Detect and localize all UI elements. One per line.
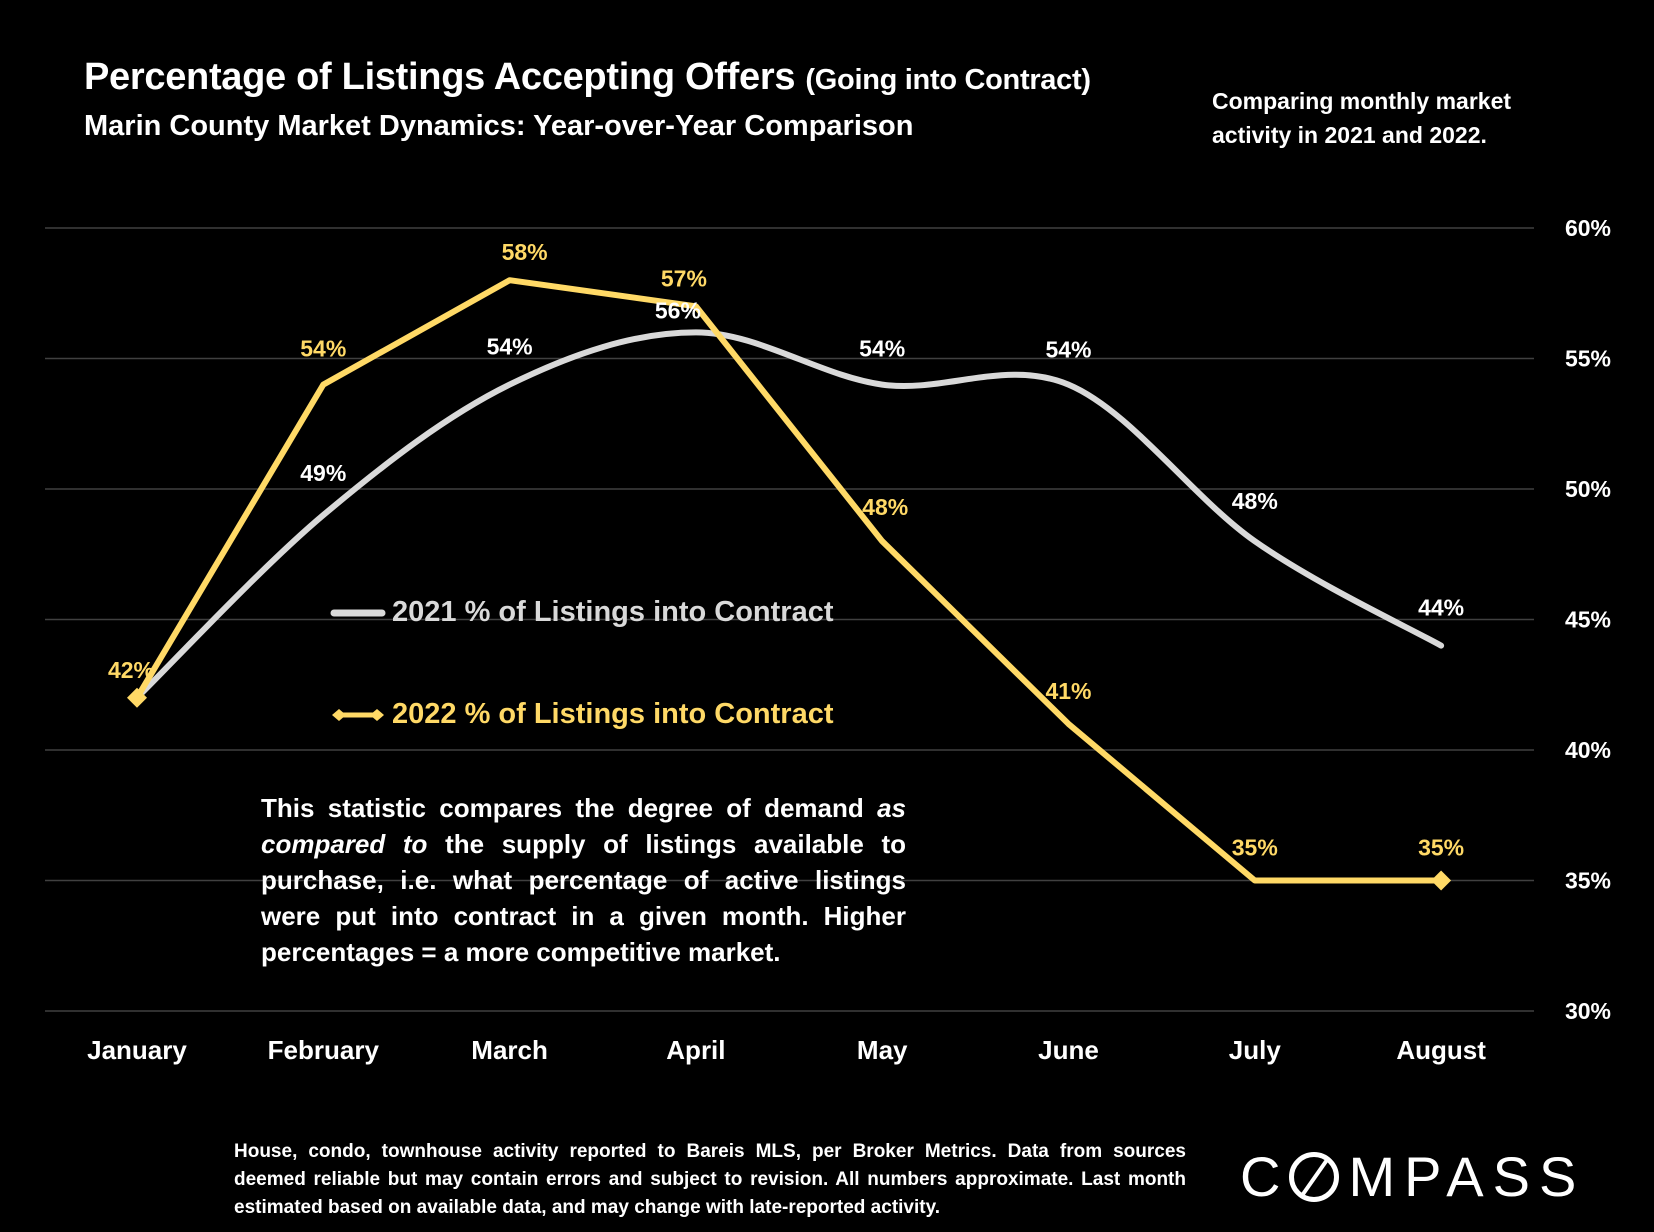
x-category-label: June [1038, 1035, 1099, 1065]
series-2021-line [134, 329, 1445, 701]
explanatory-note: This statistic compares the degree of de… [261, 790, 906, 970]
gridlines [45, 227, 1534, 1012]
legend-label-2022: 2022 % of Listings into Contract [392, 698, 834, 730]
x-category-label: August [1396, 1035, 1486, 1065]
x-category-label: May [857, 1035, 908, 1065]
y-tick-label: 30% [1565, 998, 1611, 1024]
y-tick-label: 55% [1565, 346, 1611, 372]
x-category-label: July [1229, 1035, 1282, 1065]
data-label-2022: 42% [108, 657, 154, 683]
data-label-2022: 41% [1045, 678, 1091, 704]
annotation-part2: the supply of listings available to purc… [261, 829, 907, 967]
annotation-emphasis: as compared to [261, 793, 906, 859]
y-tick-label: 60% [1565, 215, 1611, 241]
title-main: Percentage of Listings Accepting Offers [84, 56, 796, 98]
logo-letters: MPASS [1348, 1145, 1586, 1208]
legend-item-2021: 2021 % of Listings into Contract [330, 596, 850, 636]
legend-label-2021: 2021 % of Listings into Contract [392, 596, 834, 628]
chart-subtitle: Marin County Market Dynamics: Year-over-… [84, 110, 914, 142]
data-label-2022: 57% [661, 265, 707, 291]
data-label-2022: 54% [300, 336, 346, 362]
data-label-2022: 35% [1418, 835, 1464, 861]
data-label-2021: 49% [300, 460, 346, 486]
x-category-label: February [268, 1035, 380, 1065]
compass-logo: C MPASS [1240, 1144, 1600, 1208]
legend-line-2022-icon [332, 709, 384, 721]
x-category-label: April [666, 1035, 725, 1065]
data-label-2021: 44% [1418, 595, 1464, 621]
logo-letter-c: C [1240, 1145, 1290, 1208]
title-suffix: (Going into Contract) [805, 64, 1091, 96]
x-axis-categories: January February March April May June July Augu… [87, 1035, 1486, 1065]
x-category-label: March [471, 1035, 548, 1065]
chart-title: Percentage of Listings Accepting Offers … [84, 56, 1091, 99]
side-note: Comparing monthly market activity in 202… [1212, 88, 1512, 148]
data-label-2022: 35% [1232, 835, 1278, 861]
y-tick-label: 40% [1565, 737, 1611, 763]
source-footnote: House, condo, townhouse activity reporte… [234, 1141, 1186, 1218]
logo-o-mark-icon [1289, 1152, 1340, 1202]
y-tick-label: 45% [1565, 607, 1611, 633]
data-label-2021: 54% [859, 336, 905, 362]
data-label-2021: 56% [655, 297, 701, 323]
series-2022-marker [1431, 870, 1452, 891]
data-label-2022: 48% [862, 494, 908, 520]
legend-line-2021-icon [330, 609, 386, 617]
series-2022-line [134, 277, 1442, 884]
data-label-2021: 48% [1232, 488, 1278, 514]
annotation-part1: This statistic compares the degree of de… [261, 793, 878, 823]
y-tick-label: 50% [1565, 476, 1611, 502]
legend-item-2022: 2022 % of Listings into Contract [330, 698, 850, 738]
y-axis-ticks: 30% 35% 40% 45% 50% 55% 60% [1565, 215, 1611, 1024]
data-label-2021: 54% [1045, 337, 1091, 363]
series-lines [127, 277, 1452, 891]
y-tick-label: 35% [1565, 868, 1611, 894]
data-label-2022: 58% [502, 239, 548, 265]
series-2022-marker [127, 687, 147, 708]
x-category-label: January [87, 1035, 187, 1065]
data-label-2021: 54% [487, 334, 533, 360]
data-labels: 49% 54% 56% 54% 54% 48% 44% 42% 54% 58% 57% 48% 41% 3… [108, 239, 1464, 860]
